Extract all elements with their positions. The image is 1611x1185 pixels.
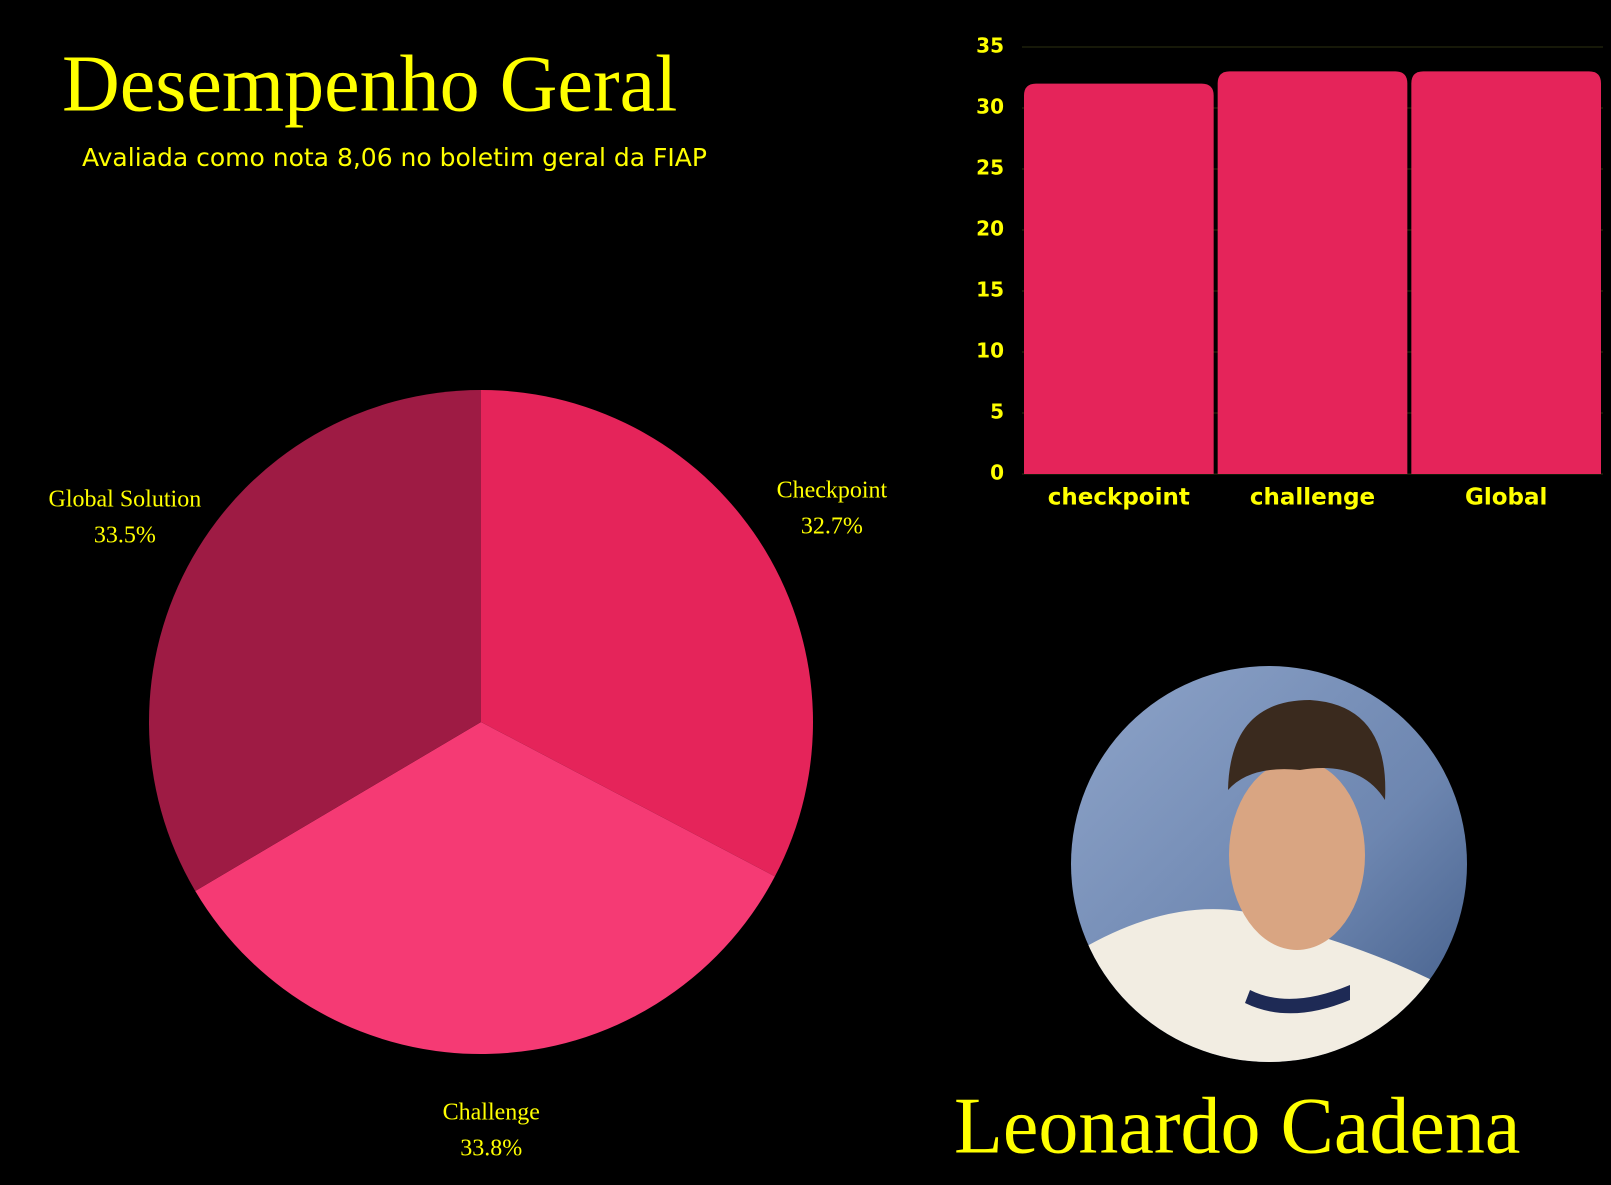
y-tick-label: 15 [976, 278, 1004, 302]
y-tick-label: 35 [976, 34, 1004, 58]
title: Desempenho Geral [62, 40, 677, 128]
pie-slice [195, 722, 775, 1055]
bar [1217, 71, 1408, 475]
slice-label: Global Solution [49, 486, 202, 512]
bar [1024, 83, 1214, 474]
x-tick-label: checkpoint [1048, 485, 1190, 511]
pie-slice [148, 390, 481, 892]
profile-name: Leonardo Cadena [954, 1082, 1520, 1170]
x-tick-label: challenge [1250, 485, 1375, 511]
y-tick-label: 5 [990, 400, 1004, 424]
slice-value-label: 32.7% [801, 513, 863, 539]
x-tick-label: Global [1465, 485, 1547, 511]
slice-value-label: 33.8% [460, 1135, 522, 1161]
y-tick-label: 10 [976, 339, 1004, 363]
bar [1411, 71, 1601, 475]
y-tick-label: 0 [990, 461, 1004, 485]
y-tick-label: 30 [976, 95, 1004, 119]
slice-value-label: 33.5% [94, 522, 156, 548]
profile-photo [1071, 666, 1467, 1062]
slice-label: Challenge [443, 1099, 540, 1125]
pie-slice [481, 390, 813, 877]
subtitle: Avaliada como nota 8,06 no boletim geral… [82, 143, 707, 172]
y-tick-label: 25 [976, 156, 1004, 180]
y-tick-label: 20 [976, 217, 1004, 241]
slice-label: Checkpoint [777, 477, 888, 503]
